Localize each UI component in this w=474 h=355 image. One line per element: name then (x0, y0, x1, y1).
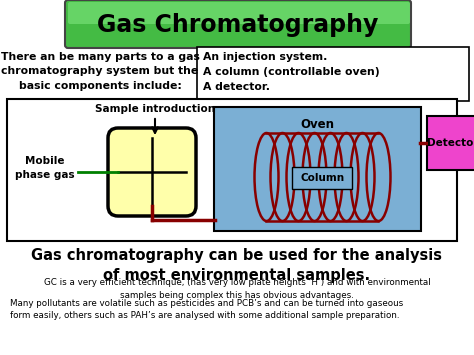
FancyBboxPatch shape (108, 128, 196, 216)
FancyBboxPatch shape (427, 116, 474, 170)
Text: Sample introduction: Sample introduction (95, 104, 215, 114)
Text: Column: Column (301, 173, 345, 183)
Text: Mobile
phase gas: Mobile phase gas (15, 156, 75, 180)
Text: GC is a very efficient technique, (has very low plate heights ‘H’) and with envi: GC is a very efficient technique, (has v… (44, 278, 430, 300)
FancyBboxPatch shape (197, 47, 469, 101)
FancyBboxPatch shape (65, 0, 411, 48)
FancyBboxPatch shape (214, 107, 421, 231)
Text: Many pollutants are volatile such as pesticides and PCB’s and can be turned into: Many pollutants are volatile such as pes… (10, 299, 403, 321)
Text: Gas Chromatography: Gas Chromatography (97, 13, 379, 37)
Text: Gas chromatography can be used for the analysis
of most environmental samples.: Gas chromatography can be used for the a… (31, 248, 443, 283)
Text: There an be many parts to a gas
chromatography system but the
basic components i: There an be many parts to a gas chromato… (0, 52, 200, 91)
FancyBboxPatch shape (7, 99, 457, 241)
Text: An injection system.
A column (controllable oven)
A detector.: An injection system. A column (controlla… (203, 52, 380, 92)
FancyBboxPatch shape (292, 167, 353, 189)
Text: Detector: Detector (427, 138, 474, 148)
FancyBboxPatch shape (68, 2, 410, 24)
Text: Oven: Oven (301, 118, 335, 131)
